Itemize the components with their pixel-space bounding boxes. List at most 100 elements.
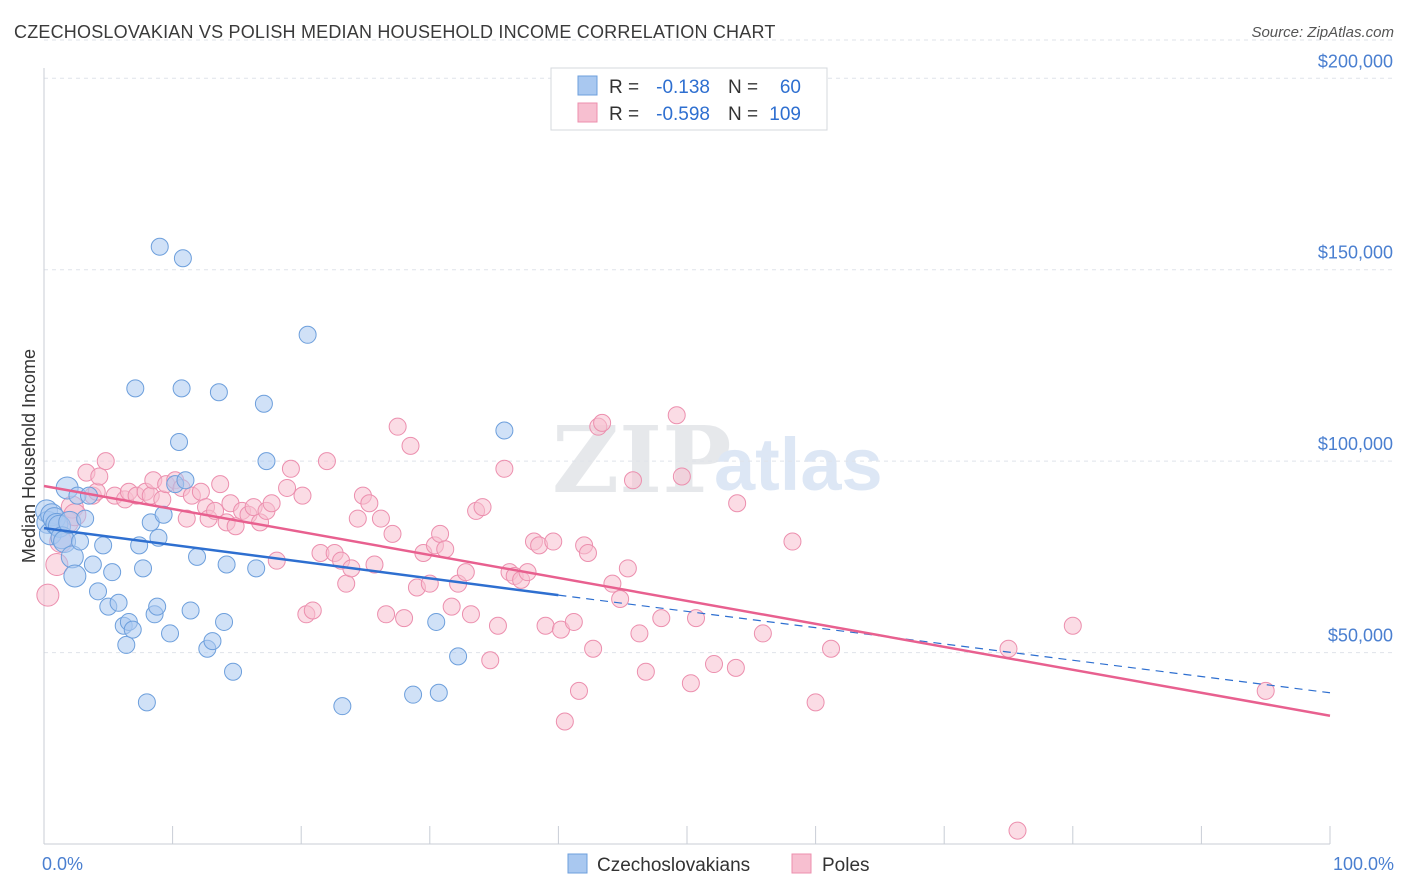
watermark-atlas: atlas [714, 423, 883, 506]
blue-data-point [170, 433, 189, 451]
pink-data-point [806, 693, 825, 712]
pink-data-point [293, 486, 312, 505]
pink-data-point [623, 471, 642, 490]
blue-data-point [188, 547, 207, 566]
y-tick-label: $200,000 [1318, 51, 1393, 71]
pink-data-point [383, 524, 402, 543]
pink-data-point [431, 524, 450, 543]
legend-n-label-pink: N = [728, 104, 758, 125]
pink-data-point [456, 563, 475, 582]
blue-data-point [161, 624, 180, 643]
chart-title: CZECHOSLOVAKIAN VS POLISH MEDIAN HOUSEHO… [14, 22, 776, 42]
legend-r-value-pink: -0.598 [656, 104, 710, 125]
pink-data-point [177, 509, 196, 528]
pink-data-point [360, 494, 379, 513]
pink-data-point [481, 651, 500, 670]
pink-data-point [1256, 681, 1275, 700]
legend-swatch-blue [577, 75, 598, 96]
blue-data-point [429, 683, 448, 702]
blue-data-point [109, 593, 128, 612]
y-axis-tick-labels: $50,000 $100,000 $150,000 $200,000 [1318, 51, 1393, 645]
pink-data-point [436, 540, 455, 559]
series-legend-swatch-poles [791, 853, 812, 874]
blue-data-point [176, 471, 195, 490]
pink-data-point [593, 413, 612, 432]
pink-data-point [630, 624, 649, 643]
blue-data-point [150, 237, 169, 256]
blue-data-point [333, 697, 352, 716]
x-tick-label-min: 0.0% [42, 854, 83, 874]
pink-data-point [211, 475, 230, 494]
blue-data-point [94, 536, 113, 555]
pink-data-point [726, 658, 745, 677]
blue-data-point [148, 597, 167, 616]
pink-data-point [569, 681, 588, 700]
pink-data-point [281, 459, 300, 478]
blue-data-point [254, 394, 273, 413]
blue-data-point [298, 325, 317, 344]
blue-data-point [247, 559, 266, 578]
series-legend-swatch-czechoslovakians [567, 853, 588, 874]
blue-data-point [63, 564, 87, 588]
pink-data-point [687, 609, 706, 628]
pink-data-point [584, 639, 603, 658]
legend-r-value-blue: -0.138 [656, 77, 710, 98]
gridlines [44, 39, 1392, 654]
pink-data-point [495, 459, 514, 478]
pink-data-point [728, 494, 747, 513]
watermark-zip: ZIP [552, 406, 731, 514]
blue-data-point [404, 685, 423, 704]
pink-data-point [564, 612, 583, 631]
legend-n-value-pink: 109 [769, 104, 801, 125]
legend-r-label-blue: R = [609, 77, 639, 98]
x-tick-label-max: 100.0% [1333, 854, 1394, 874]
blue-data-point [173, 249, 192, 268]
pink-data-point [783, 532, 802, 551]
blue-data-point [215, 612, 234, 631]
y-tick-label: $50,000 [1328, 626, 1393, 646]
pink-data-point [611, 589, 630, 608]
blue-data-point [224, 662, 243, 681]
blue-trend-line-extension [558, 594, 1331, 694]
pink-data-point [267, 551, 286, 570]
blue-data-point [134, 559, 153, 578]
legend-n-value-blue: 60 [780, 77, 801, 98]
blue-data-point [117, 635, 136, 654]
blue-data-point [71, 532, 90, 551]
pink-data-point [555, 712, 574, 731]
pink-data-point [337, 574, 356, 593]
pink-data-point [303, 601, 322, 620]
y-tick-label: $100,000 [1318, 434, 1393, 454]
chart-source: Source: ZipAtlas.com [1251, 24, 1394, 41]
blue-data-point [495, 421, 514, 440]
pink-data-point [672, 467, 691, 486]
legend-n-label-blue: N = [728, 77, 758, 98]
blue-data-point [427, 612, 446, 631]
blue-data-point [203, 632, 222, 651]
pink-data-point [999, 639, 1018, 658]
pink-data-point [667, 406, 686, 425]
series-legend: Czechoslovakians Poles [567, 853, 870, 876]
blue-data-point [257, 452, 276, 471]
pink-data-point [652, 609, 671, 628]
pink-data-point [401, 436, 420, 455]
pink-data-point [578, 544, 597, 563]
series-legend-label-czechoslovakians: Czechoslovakians [597, 855, 750, 876]
pink-data-point [1008, 821, 1027, 840]
pink-data-point [317, 452, 336, 471]
series-legend-label-poles: Poles [822, 855, 870, 876]
blue-data-point [103, 563, 122, 582]
pink-data-point [488, 616, 507, 635]
pink-data-point [262, 494, 281, 513]
pink-data-point [681, 674, 700, 693]
pink-data-point [36, 583, 60, 607]
legend-r-label-pink: R = [609, 104, 639, 125]
blue-data-point [126, 379, 145, 398]
pink-data-point [822, 639, 841, 658]
data-points [35, 237, 1275, 840]
stats-legend: R = -0.138 N = 60 R = -0.598 N = 109 [550, 67, 828, 131]
pink-data-point [348, 509, 367, 528]
blue-data-point [172, 379, 191, 398]
pink-data-point [90, 467, 109, 486]
